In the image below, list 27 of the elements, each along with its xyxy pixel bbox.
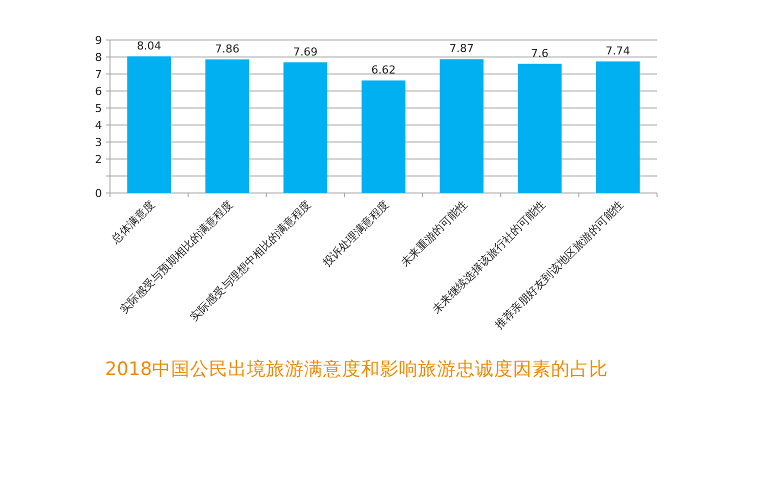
text: 2018中国公民出境旅游满意度和影响旅游忠诚度因素的占比 (105, 358, 608, 380)
x-tick-label: 投诉处理满意程度 (319, 198, 392, 270)
y-tick-label: 6 (95, 85, 102, 98)
bar (362, 80, 406, 193)
bar (283, 62, 328, 193)
y-tick-label: 5 (95, 102, 102, 115)
y-tick-label: 9 (95, 34, 102, 47)
y-tick-label: 3 (95, 136, 102, 149)
data-label: 7.6 (531, 46, 549, 60)
data-label: 8.04 (136, 39, 162, 52)
y-tick-label: 7 (95, 68, 102, 81)
data-label: 7.69 (293, 45, 318, 58)
data-label: 7.86 (214, 42, 240, 56)
bar (518, 64, 562, 193)
bar (205, 59, 250, 193)
data-label: 6.62 (371, 63, 396, 76)
y-tick-label: 2 (95, 153, 102, 166)
y-tick-label: 0 (95, 187, 102, 200)
x-tick-label: 未来重游的可能性 (398, 198, 470, 270)
x-tick-label: 总体满意度 (108, 198, 158, 247)
data-label: 7.87 (449, 42, 474, 56)
y-tick-label: 4 (95, 119, 102, 132)
bar (127, 56, 171, 193)
y-tick-label: 8 (95, 51, 102, 64)
bar (440, 59, 484, 193)
bar (596, 61, 640, 193)
data-label: 7.74 (606, 44, 630, 58)
